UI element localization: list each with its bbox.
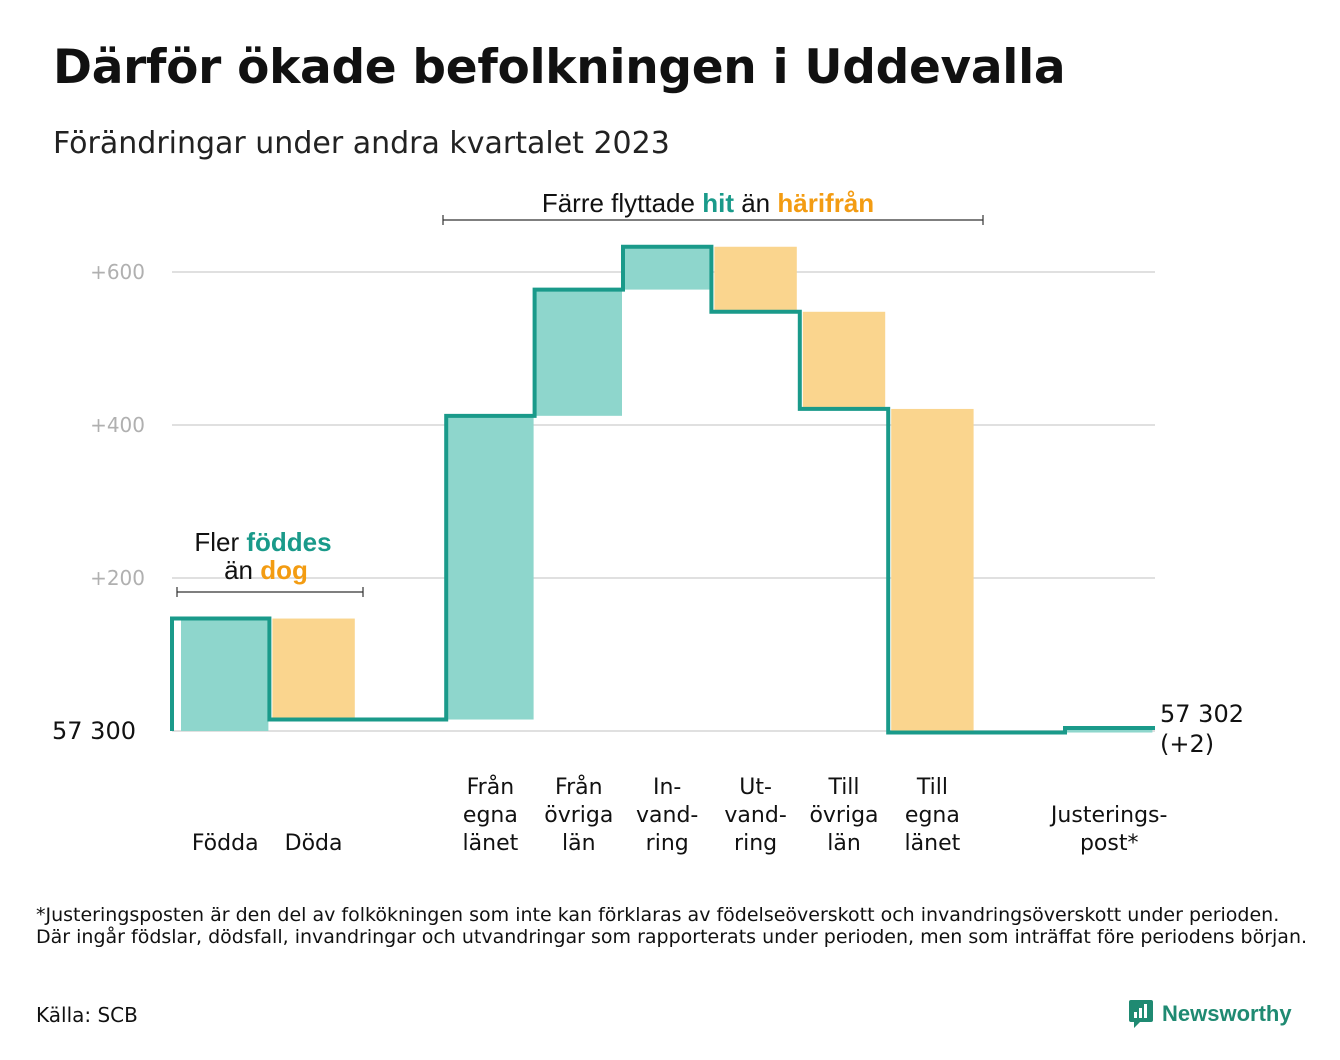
category-label: övriga — [809, 803, 878, 828]
waterfall-bar — [1065, 727, 1153, 733]
annotation-segment: dog — [260, 555, 308, 585]
annotation-migration: Färre flyttade hit än härifrån — [542, 188, 874, 218]
newsworthy-logo-icon — [1129, 1000, 1153, 1028]
waterfall-bar — [802, 311, 886, 409]
waterfall-bar — [446, 415, 534, 720]
waterfall-bar — [623, 246, 711, 290]
annotation-segment: Fler — [194, 527, 246, 557]
category-label: vand- — [724, 803, 786, 828]
y-tick-label: +400 — [90, 413, 145, 437]
cumulative-step-line — [170, 244, 1155, 735]
annotation-segment: Färre flyttade — [542, 188, 702, 218]
category-label: vand- — [636, 803, 698, 828]
footnote: *Justeringsposten är den del av folkökni… — [36, 904, 1308, 948]
annotation-segment: än — [224, 555, 260, 585]
category-label: post* — [1080, 831, 1139, 856]
annotation-segment: hit — [702, 188, 734, 218]
category-label: In- — [653, 775, 681, 800]
category-label: ring — [646, 831, 689, 856]
waterfall-chart: +200 +400 +600 57 300 Födda Döda Från egna länet… — [52, 188, 1244, 856]
brand-logo: Newsworthy — [1128, 998, 1292, 1030]
waterfall-bar — [714, 246, 797, 312]
annotation-segment: härifrån — [777, 188, 874, 218]
category-label: Födda — [192, 831, 259, 856]
category-label: Till — [916, 775, 948, 800]
category-label: egna — [905, 803, 960, 828]
category-label: län — [562, 831, 596, 856]
category-label: Ut- — [739, 775, 772, 800]
waterfall-bar — [534, 289, 622, 416]
chart-subtitle: Förändringar under andra kvartalet 2023 — [53, 126, 670, 161]
category-label: övriga — [544, 803, 613, 828]
annotation-segment: föddes — [246, 527, 331, 557]
y-tick-label: +600 — [90, 260, 145, 284]
end-value-label: (+2) — [1160, 730, 1214, 758]
baseline-label: 57 300 — [52, 717, 136, 745]
category-label: Till — [827, 775, 859, 800]
chart-title: Därför ökade befolkningen i Uddevalla — [53, 40, 1066, 95]
category-label: egna — [463, 803, 518, 828]
annotation-births-line1: Fler föddes — [194, 527, 331, 557]
end-value-label: 57 302 — [1160, 700, 1244, 728]
category-label: Från — [467, 774, 515, 800]
category-label: Justerings- — [1049, 803, 1168, 828]
category-label: län — [827, 831, 861, 856]
waterfall-bar — [891, 408, 974, 733]
waterfall-bar — [272, 618, 355, 720]
category-label: ring — [734, 831, 777, 856]
source-label: Källa: SCB — [36, 1003, 138, 1027]
category-label: länet — [905, 831, 961, 856]
brand-name: Newsworthy — [1162, 1001, 1292, 1026]
category-label: Döda — [285, 831, 343, 856]
y-tick-label: +200 — [90, 566, 145, 590]
category-label: Från — [555, 774, 603, 800]
annotation-births-line2: än dog — [224, 555, 308, 585]
category-label: länet — [463, 831, 519, 856]
waterfall-bar — [181, 618, 269, 731]
annotation-segment: än — [734, 188, 777, 218]
